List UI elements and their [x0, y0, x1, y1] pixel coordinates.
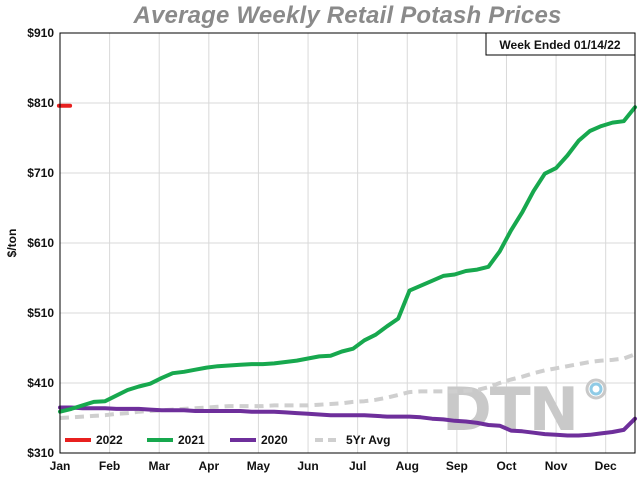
legend-label-2022: 2022 [96, 433, 123, 447]
y-axis-ticks: $310 $410 $510 $610 $710 $810 $910 [27, 26, 54, 460]
y-tick-label: $810 [27, 96, 54, 110]
y-tick-label: $910 [27, 26, 54, 40]
x-tick-label: Mar [149, 459, 171, 473]
week-ended-label: Week Ended 01/14/22 [499, 38, 621, 52]
plot-border [59, 32, 636, 454]
y-axis-label: $/ton [5, 229, 19, 258]
grid-layer [60, 32, 635, 454]
y-tick-label: $410 [27, 376, 54, 390]
x-tick-label: Jul [349, 459, 366, 473]
legend-label-2020: 2020 [261, 433, 288, 447]
legend-label-5yr-avg: 5Yr Avg [346, 433, 390, 447]
legend: 2022 2021 2020 5Yr Avg [65, 433, 390, 447]
x-tick-label: Nov [545, 459, 568, 473]
series-layer [56, 103, 637, 438]
x-tick-label: Jan [50, 459, 71, 473]
legend-label-2021: 2021 [178, 433, 205, 447]
y-tick-label: $610 [27, 236, 54, 250]
x-axis-ticks: Jan Feb Mar Apr May Jun Jul Aug Sep Oct Nov Dec [50, 459, 617, 473]
y-tick-label: $510 [27, 306, 54, 320]
week-ended-box: Week Ended 01/14/22 [485, 32, 636, 56]
x-tick-label: Apr [198, 459, 219, 473]
y-tick-label: $710 [27, 166, 54, 180]
series-line-2020 [58, 405, 637, 438]
x-tick-label: Aug [396, 459, 419, 473]
x-tick-label: May [247, 459, 271, 473]
x-tick-label: Oct [496, 459, 516, 473]
x-tick-label: Dec [595, 459, 617, 473]
logo-dot [585, 378, 607, 400]
x-tick-label: Jun [297, 459, 318, 473]
chart-title: Average Weekly Retail Potash Prices [133, 2, 562, 29]
series-line-2021 [58, 105, 637, 414]
y-tick-label: $310 [27, 446, 54, 460]
x-tick-label: Sep [446, 459, 468, 473]
x-tick-label: Feb [99, 459, 120, 473]
logo-dot-inner [589, 382, 603, 396]
